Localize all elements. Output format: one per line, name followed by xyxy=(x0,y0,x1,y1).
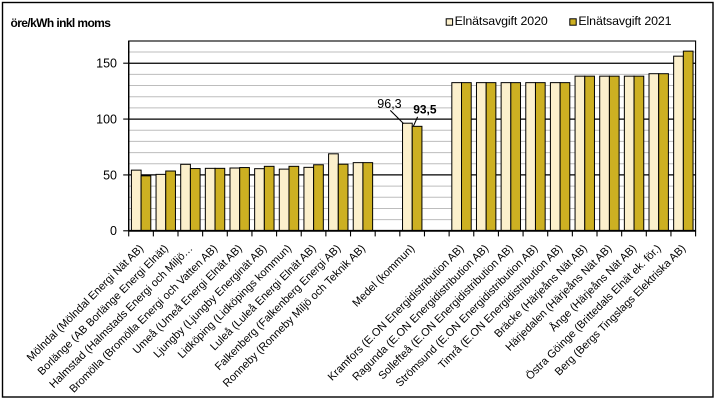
svg-text:93,5: 93,5 xyxy=(413,102,437,116)
svg-text:Elnätsavgift 2020: Elnätsavgift 2020 xyxy=(455,14,548,28)
svg-text:0: 0 xyxy=(110,224,117,238)
svg-text:50: 50 xyxy=(103,168,117,182)
svg-text:100: 100 xyxy=(96,112,117,126)
svg-text:96,3: 96,3 xyxy=(377,97,401,111)
svg-text:150: 150 xyxy=(96,57,117,71)
svg-text:Elnätsavgift 2021: Elnätsavgift 2021 xyxy=(578,14,671,28)
svg-text:öre/kWh inkl moms: öre/kWh inkl moms xyxy=(11,16,112,30)
